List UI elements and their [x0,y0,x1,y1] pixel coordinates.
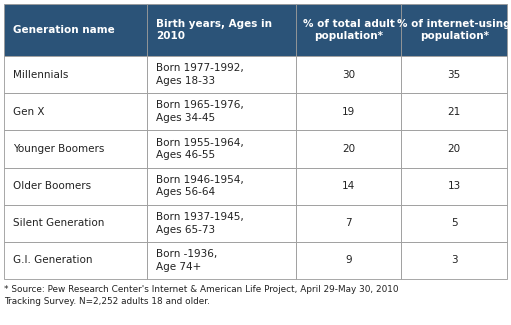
Bar [147,56,296,93]
Bar [401,205,507,242]
Bar [147,93,296,130]
Bar [296,167,401,205]
Bar [296,93,401,130]
Text: 14: 14 [342,181,355,191]
Text: 35: 35 [448,70,461,80]
Text: Generation name: Generation name [13,25,115,35]
Text: Gen X: Gen X [13,107,44,117]
Text: 20: 20 [448,144,461,154]
Bar [4,167,147,205]
Text: % of total adult
population*: % of total adult population* [303,19,394,41]
Bar [4,4,147,56]
Bar [4,130,147,167]
Text: Birth years, Ages in
2010: Birth years, Ages in 2010 [156,19,272,41]
Bar [147,242,296,279]
Bar [296,56,401,93]
Text: 9: 9 [345,255,352,266]
Text: 21: 21 [448,107,461,117]
Text: Younger Boomers: Younger Boomers [13,144,104,154]
Text: 20: 20 [342,144,355,154]
Bar [4,205,147,242]
Bar [401,242,507,279]
Bar [147,4,296,56]
Text: 7: 7 [345,218,352,228]
Text: Silent Generation: Silent Generation [13,218,104,228]
Bar [401,167,507,205]
Bar [4,56,147,93]
Bar [4,242,147,279]
Bar [401,4,507,56]
Text: Born 1977-1992,
Ages 18-33: Born 1977-1992, Ages 18-33 [156,63,244,86]
Text: G.I. Generation: G.I. Generation [13,255,92,266]
Bar [401,56,507,93]
Text: Born 1946-1954,
Ages 56-64: Born 1946-1954, Ages 56-64 [156,175,244,198]
Text: 13: 13 [448,181,461,191]
Bar [296,242,401,279]
Bar [296,205,401,242]
Bar [4,93,147,130]
Text: 30: 30 [342,70,355,80]
Text: Born 1965-1976,
Ages 34-45: Born 1965-1976, Ages 34-45 [156,100,244,123]
Bar [147,130,296,167]
Text: 19: 19 [342,107,355,117]
Text: * Source: Pew Research Center's Internet & American Life Project, April 29-May 3: * Source: Pew Research Center's Internet… [4,285,399,306]
Bar [401,130,507,167]
Text: Millennials: Millennials [13,70,68,80]
Bar [401,93,507,130]
Bar [147,167,296,205]
Text: Older Boomers: Older Boomers [13,181,91,191]
Bar [296,130,401,167]
Bar [296,4,401,56]
Text: Born 1955-1964,
Ages 46-55: Born 1955-1964, Ages 46-55 [156,137,244,160]
Text: % of internet-using
population*: % of internet-using population* [398,19,511,41]
Text: 3: 3 [451,255,457,266]
Text: Born -1936,
Age 74+: Born -1936, Age 74+ [156,249,218,272]
Bar [147,205,296,242]
Text: Born 1937-1945,
Ages 65-73: Born 1937-1945, Ages 65-73 [156,212,244,235]
Text: 5: 5 [451,218,457,228]
